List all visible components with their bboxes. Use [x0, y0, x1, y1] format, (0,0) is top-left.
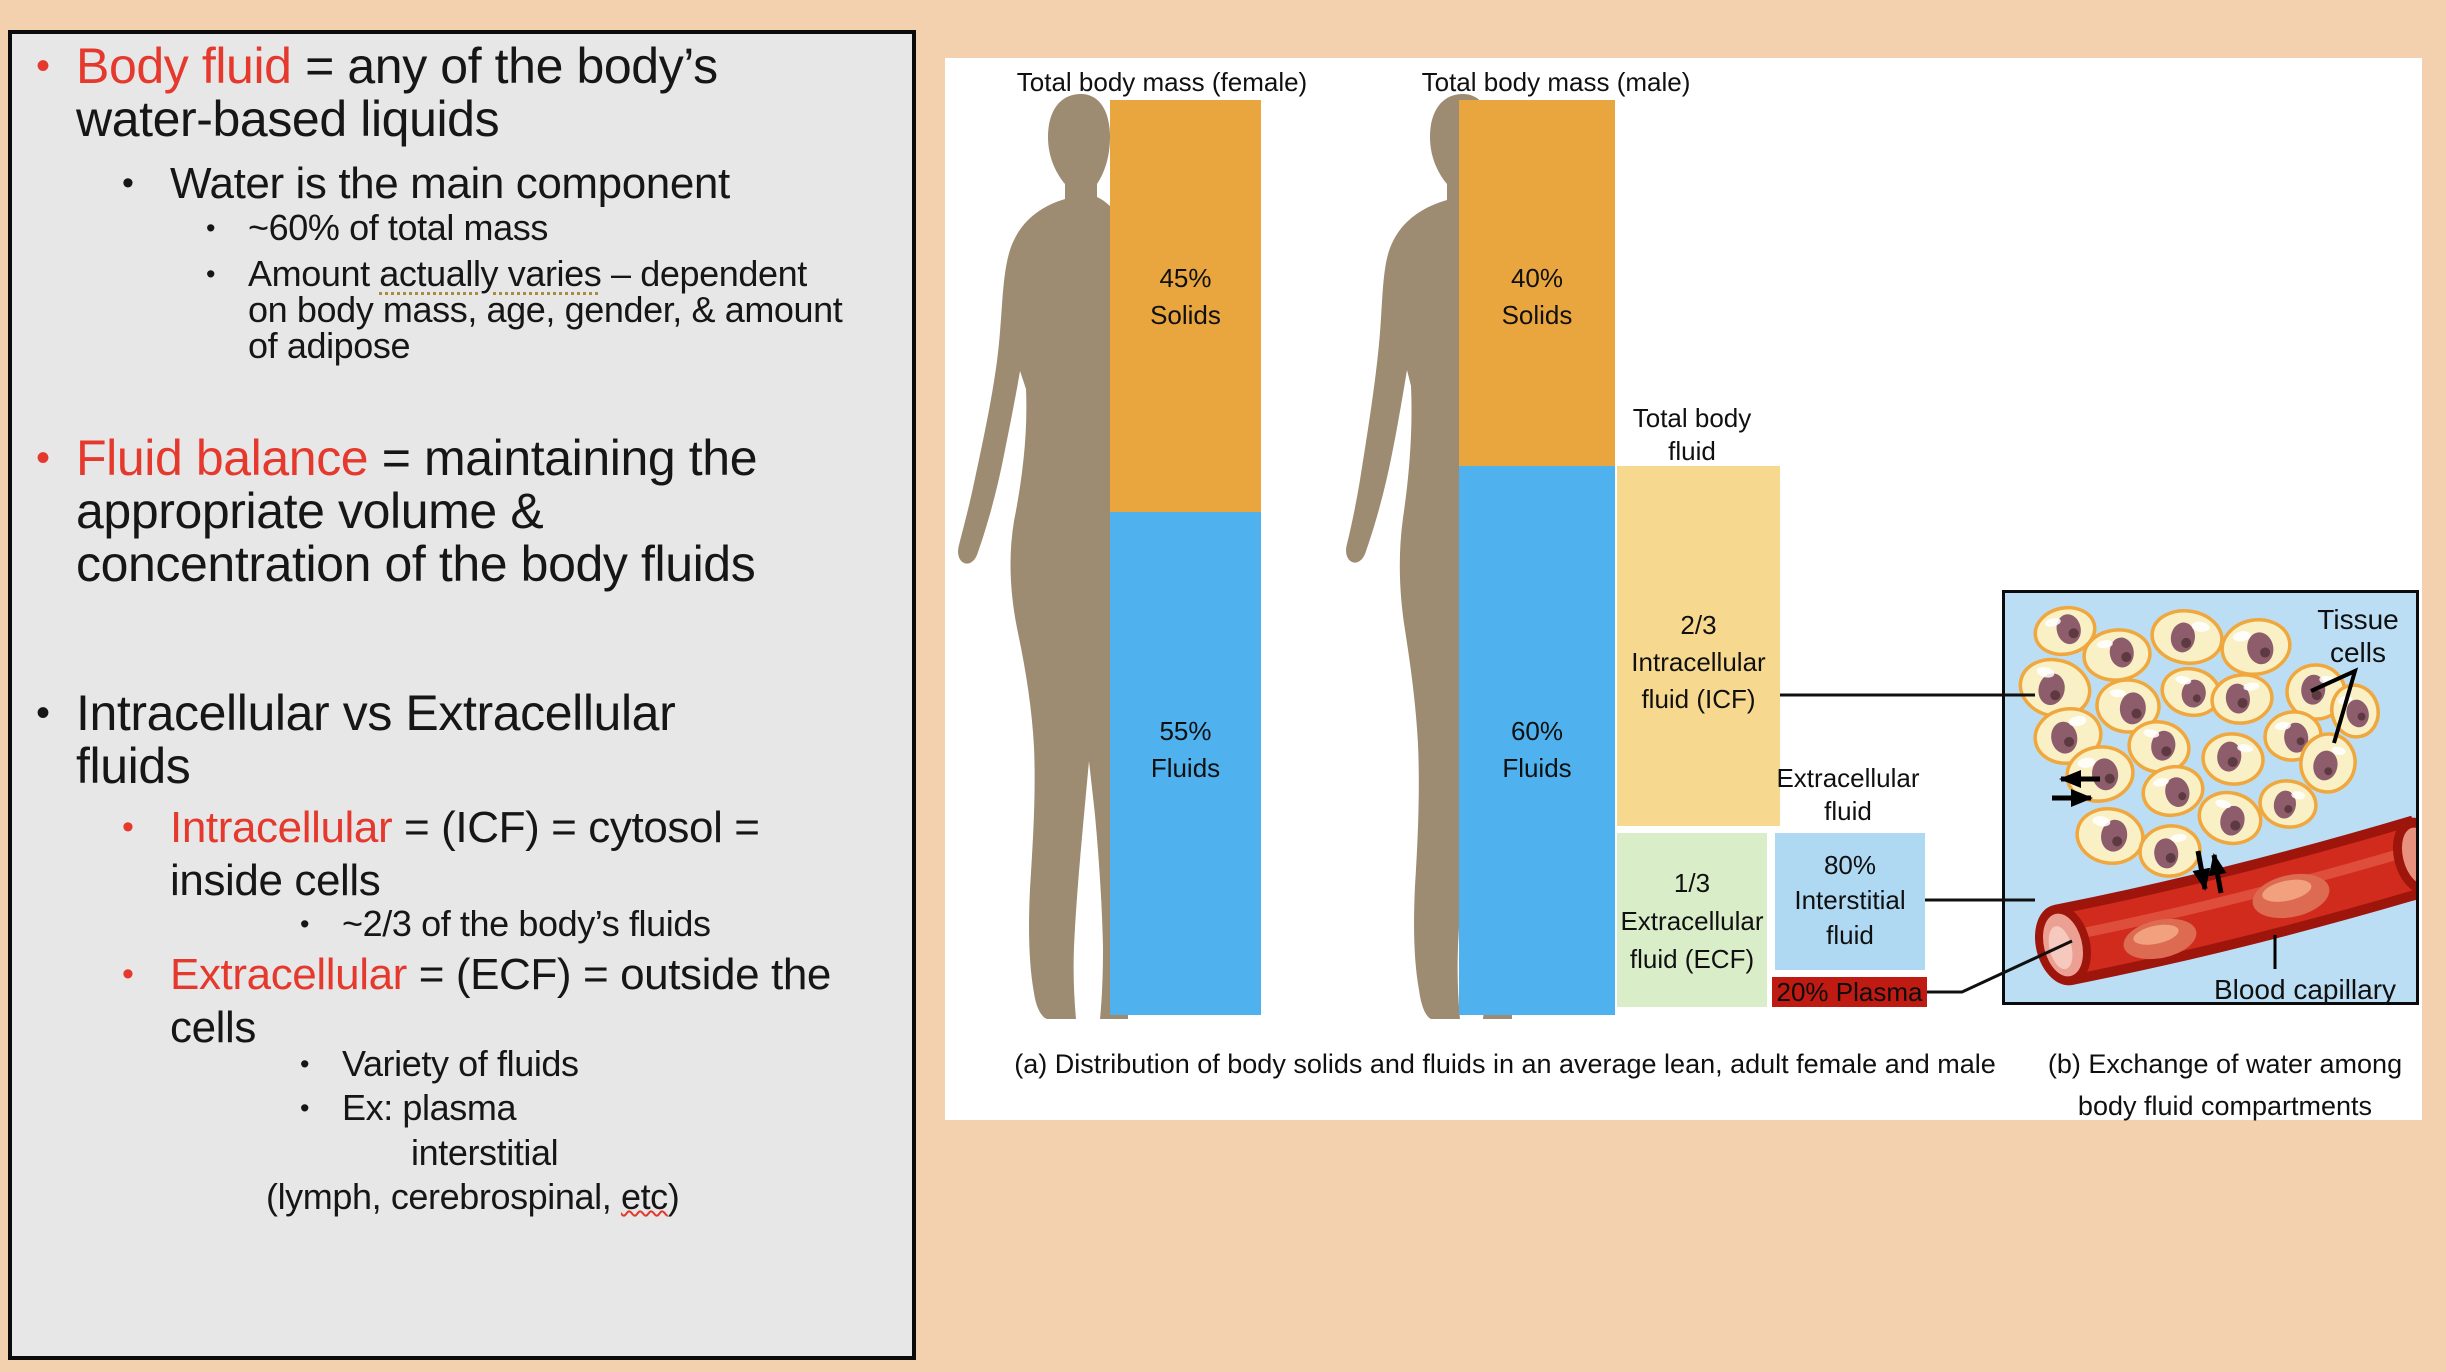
bullet-text: Body fluid = any of the body’s water-bas…: [76, 38, 718, 147]
red-blood-cell: [2252, 873, 2330, 919]
tissue-cell: [2138, 824, 2202, 878]
ecf-label: 1/3 Extracellular fluid (ECF): [1620, 868, 1764, 974]
male-solids-segment: [1459, 100, 1615, 466]
tissue-cell: [2197, 790, 2263, 846]
bullet-marker: [300, 1090, 342, 1126]
male-column-title: Total body mass (male): [1421, 67, 1691, 97]
tissue-cell: [2160, 666, 2222, 718]
line-interstitial: interstitial: [411, 1132, 559, 1173]
bullet-water-component: Water is the main component: [122, 157, 730, 210]
bullet-intra-vs-extra: Intracellular vs Extracellular fluids: [36, 687, 676, 793]
icf-label: 2/3 Intracellular fluid (ICF): [1631, 610, 1766, 714]
bullet-fluid-balance: Fluid balance = maintaining the appropri…: [36, 432, 856, 591]
icf-bar: [1617, 466, 1780, 826]
female-fluids-segment: [1110, 512, 1261, 1015]
bullet-60-percent: ~60% of total mass: [206, 210, 548, 246]
bullet-ex-plasma: Ex: plasma: [300, 1090, 516, 1126]
bullet-marker: [300, 906, 342, 942]
line-lymph-cerebrospinal: (lymph, cerebrospinal, etc): [266, 1176, 680, 1217]
caption-b: (b) Exchange of water among body fluid c…: [2047, 1049, 2403, 1121]
underlined-actually-varies: actually varies: [379, 253, 602, 294]
bullet-marker: [122, 948, 170, 1001]
bullet-intracellular: Intracellular = (ICF) = cytosol = inside…: [122, 801, 760, 907]
bullet-body-fluid: Body fluid = any of the body’s water-bas…: [36, 40, 856, 146]
bullet-text: Fluid balance = maintaining the appropri…: [76, 430, 758, 592]
male-mass-bar: [1459, 100, 1615, 1015]
plasma-label: 20% Plasma: [1776, 976, 1923, 1007]
female-column-title: Total body mass (female): [1016, 67, 1308, 97]
underlined-etc: etc: [620, 1176, 668, 1217]
notes-panel: Body fluid = any of the body’s water-bas…: [8, 30, 916, 1360]
plasma-box: 20% Plasma: [1772, 977, 1927, 1007]
tissue-cells-label: Tissue cells: [2317, 604, 2399, 668]
female-solids-segment: [1110, 100, 1261, 512]
tissue-cell: [2075, 807, 2145, 865]
tissue-cell: [2018, 657, 2092, 719]
capillary-opening-right: [2392, 817, 2416, 895]
bullet-marker: [36, 40, 76, 93]
total-body-fluid-label: Total body fluid: [1632, 403, 1752, 466]
tissue-cell: [2330, 683, 2380, 739]
female-fluids-label: 55% Fluids: [1150, 716, 1221, 783]
tissue-cell: [2150, 609, 2224, 665]
tissue-cell: [2141, 764, 2205, 818]
tissue-cell: [2201, 732, 2265, 786]
figure-panel: Total body mass (female) Total body mass…: [945, 58, 2422, 1121]
female-silhouette: [958, 94, 1128, 1019]
interstitial-label: 80% Interstitial fluid: [1794, 850, 1906, 950]
bullet-text: Amount actually varies – dependent on bo…: [248, 253, 843, 366]
tissue-cell: [2095, 678, 2161, 734]
bullet-marker: [206, 256, 248, 292]
term-intracellular: Intracellular: [170, 803, 393, 852]
water-exchange-arrows: [2052, 770, 2227, 894]
cell-box: [2002, 590, 2419, 1005]
tissue-cell: [2210, 673, 2274, 725]
blood-capillary: [2034, 815, 2416, 986]
bullet-marker: [122, 801, 170, 854]
ecf-box: [1617, 833, 1767, 1007]
term-body-fluid: Body fluid: [76, 38, 292, 94]
bullet-extracellular: Extracellular = (ECF) = outside the cell…: [122, 948, 831, 1054]
tissue-cell: [2082, 628, 2152, 682]
female-mass-bar: [1110, 100, 1261, 1015]
term-fluid-balance: Fluid balance: [76, 430, 369, 486]
bullet-two-thirds: ~2/3 of the body’s fluids: [300, 906, 711, 942]
tissue-cell: [2220, 618, 2292, 676]
female-solids-label: 45% Solids: [1150, 263, 1221, 330]
bullet-text: Extracellular = (ECF) = outside the cell…: [170, 950, 831, 1052]
bullet-variety-fluids: Variety of fluids: [300, 1046, 579, 1082]
bullet-amount-varies: Amount actually varies – dependent on bo…: [206, 256, 866, 364]
male-solids-label: 40% Solids: [1501, 263, 1573, 330]
bullet-marker: [300, 1046, 342, 1082]
term-extracellular: Extracellular: [170, 950, 407, 999]
extracellular-fluid-heading: Extracellular fluid: [1776, 763, 1920, 826]
red-blood-cell: [2123, 918, 2197, 960]
bullet-text: Intracellular = (ICF) = cytosol = inside…: [170, 803, 760, 905]
line-text: (lymph, cerebrospinal, etc): [266, 1176, 680, 1217]
male-fluids-label: 60% Fluids: [1502, 716, 1572, 783]
tissue-cells-illustration: [2018, 605, 2416, 986]
tissue-cells-cluster: [2018, 605, 2380, 878]
blood-capillary-label: Blood capillary: [2213, 974, 2397, 1005]
tissue-cells-pointer: [2310, 667, 2359, 744]
caption-a: (a) Distribution of body solids and flui…: [1014, 1049, 1996, 1079]
bullet-marker: [122, 157, 170, 210]
bullet-marker: [36, 432, 76, 485]
bullet-marker: [36, 687, 76, 740]
tissue-cell: [2033, 605, 2097, 657]
tissue-cell: [2299, 732, 2357, 794]
bullet-marker: [206, 210, 248, 246]
male-fluids-segment: [1459, 466, 1615, 1015]
interstitial-box: [1775, 833, 1925, 970]
tissue-cell: [2065, 745, 2135, 803]
